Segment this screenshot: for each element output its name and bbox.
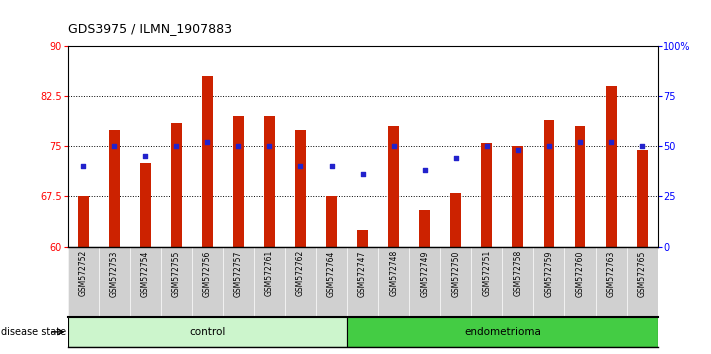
Text: endometrioma: endometrioma	[464, 327, 541, 337]
Bar	[481, 143, 492, 247]
Text: GSM572765: GSM572765	[638, 250, 646, 297]
Bar	[295, 130, 306, 247]
Point	[419, 167, 430, 173]
Point	[388, 143, 400, 149]
Text: GSM572749: GSM572749	[420, 250, 429, 297]
Text: GSM572761: GSM572761	[265, 250, 274, 296]
Point	[481, 143, 493, 149]
Point	[232, 143, 244, 149]
Point	[139, 154, 151, 159]
Bar	[171, 123, 182, 247]
Bar	[326, 196, 337, 247]
Point	[512, 148, 523, 153]
Bar	[264, 116, 275, 247]
Point	[202, 139, 213, 145]
Point	[605, 139, 616, 145]
Point	[326, 164, 337, 169]
Text: GSM572763: GSM572763	[606, 250, 616, 297]
Bar	[202, 76, 213, 247]
Bar	[68, 317, 347, 347]
Point	[77, 164, 89, 169]
Text: GSM572752: GSM572752	[79, 250, 87, 296]
Text: control: control	[189, 327, 225, 337]
Bar	[513, 146, 523, 247]
Point	[109, 143, 120, 149]
Text: GSM572757: GSM572757	[234, 250, 243, 297]
Point	[636, 143, 648, 149]
Text: GSM572751: GSM572751	[482, 250, 491, 296]
Bar	[606, 86, 616, 247]
Text: GSM572755: GSM572755	[172, 250, 181, 297]
Bar	[419, 210, 430, 247]
Bar	[543, 120, 555, 247]
Point	[295, 164, 306, 169]
Text: GSM572764: GSM572764	[327, 250, 336, 297]
Point	[574, 139, 586, 145]
Text: GSM572748: GSM572748	[389, 250, 398, 296]
Text: GSM572756: GSM572756	[203, 250, 212, 297]
Text: GSM572747: GSM572747	[358, 250, 367, 297]
Point	[450, 155, 461, 161]
Bar	[233, 116, 244, 247]
Text: GSM572762: GSM572762	[296, 250, 305, 296]
Text: disease state: disease state	[1, 327, 66, 337]
Bar	[77, 196, 88, 247]
Bar	[109, 130, 119, 247]
Text: GSM572750: GSM572750	[451, 250, 460, 297]
Point	[171, 143, 182, 149]
Text: GSM572754: GSM572754	[141, 250, 150, 297]
Bar	[574, 126, 585, 247]
Point	[543, 143, 555, 149]
Bar	[450, 193, 461, 247]
Text: GDS3975 / ILMN_1907883: GDS3975 / ILMN_1907883	[68, 22, 232, 35]
Point	[357, 172, 368, 177]
Text: GSM572758: GSM572758	[513, 250, 523, 296]
Text: GSM572760: GSM572760	[575, 250, 584, 297]
Bar	[140, 163, 151, 247]
Bar	[357, 230, 368, 247]
Text: GSM572759: GSM572759	[545, 250, 553, 297]
Point	[264, 143, 275, 149]
Bar	[388, 126, 399, 247]
Bar	[637, 150, 648, 247]
Text: GSM572753: GSM572753	[109, 250, 119, 297]
Bar	[347, 317, 658, 347]
